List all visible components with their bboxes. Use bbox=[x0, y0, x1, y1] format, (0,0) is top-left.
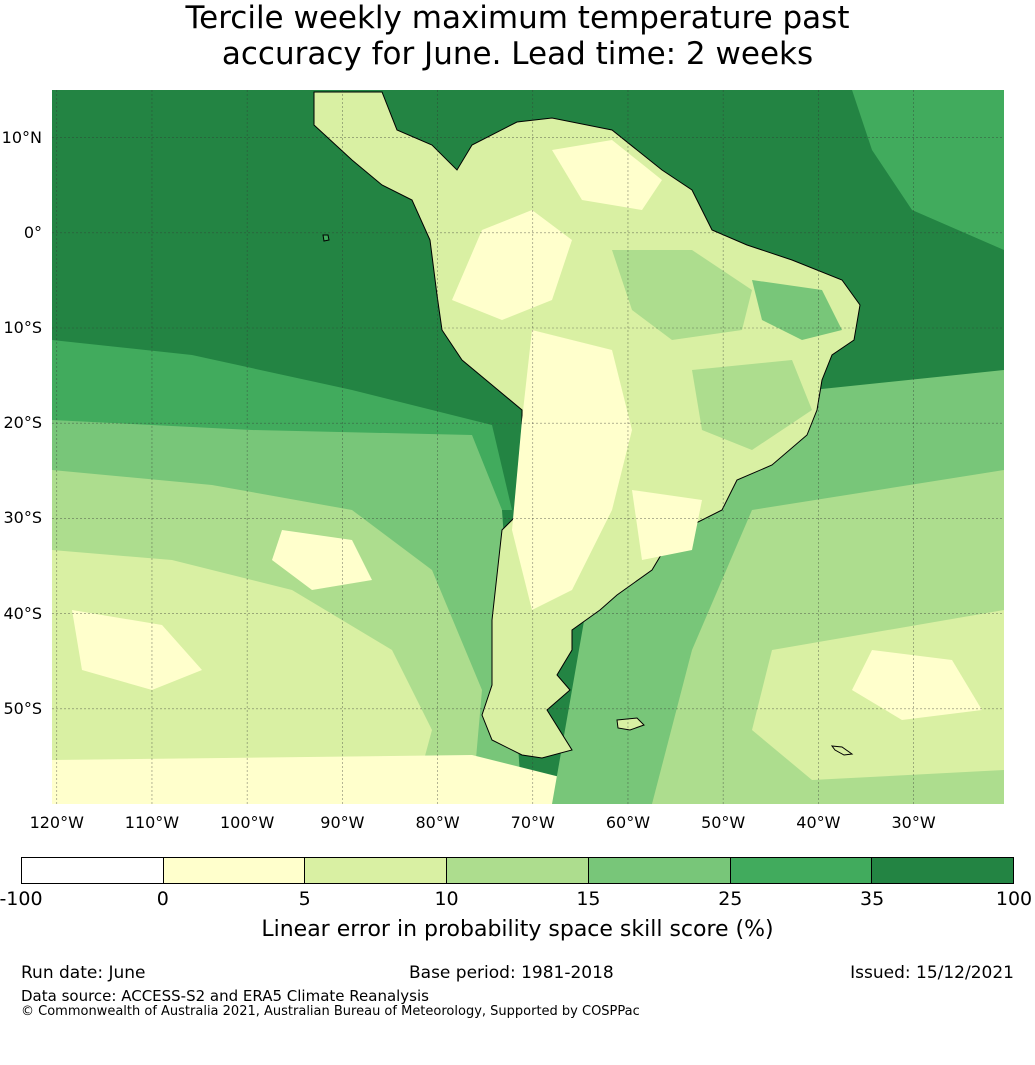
land-patch-patagonia bbox=[592, 670, 662, 750]
land-patch-brazil-a bbox=[612, 250, 752, 340]
colorbar-tick-label: 35 bbox=[860, 888, 885, 910]
skill-score-map bbox=[52, 90, 1004, 804]
ocean-patch-northeast bbox=[852, 90, 1004, 250]
colorbar-tick-label: 10 bbox=[434, 888, 459, 910]
title-line-2: accuracy for June. Lead time: 2 weeks bbox=[221, 36, 814, 72]
longitude-label: 40°W bbox=[796, 813, 841, 832]
colorbar-segment bbox=[730, 858, 873, 883]
copyright: © Commonwealth of Australia 2021, Austra… bbox=[21, 1004, 640, 1019]
latitude-label: 10°N bbox=[1, 127, 42, 147]
south-georgia-island bbox=[830, 745, 854, 756]
colorbar-tick-label: 0 bbox=[156, 888, 169, 910]
ocean-band-south bbox=[52, 755, 572, 804]
longitude-label: 80°W bbox=[415, 813, 460, 832]
colorbar-tick-label: 25 bbox=[718, 888, 743, 910]
colorbar-segment bbox=[872, 858, 1014, 883]
longitude-label: 30°W bbox=[891, 813, 936, 832]
ocean-band-10-west bbox=[52, 550, 432, 804]
latitude-label: 50°S bbox=[3, 698, 42, 718]
ocean-patch-5-east bbox=[852, 650, 982, 720]
colorbar-label: Linear error in probability space skill … bbox=[261, 917, 774, 942]
colorbar-segment bbox=[588, 858, 731, 883]
land-patch-northeast bbox=[752, 280, 842, 340]
colorbar-segment bbox=[447, 858, 589, 883]
latitude-label: 40°S bbox=[3, 603, 42, 623]
graticule bbox=[52, 90, 1004, 804]
colorbar-tick-label: 5 bbox=[298, 888, 311, 910]
land-patch-interior bbox=[512, 330, 632, 610]
data-source: Data source: ACCESS-S2 and ERA5 Climate … bbox=[21, 987, 429, 1005]
ocean-patch-5-a bbox=[72, 610, 202, 690]
ocean-patch-5-b bbox=[272, 530, 372, 590]
latitude-label: 10°S bbox=[3, 318, 42, 337]
longitude-label: 50°W bbox=[701, 813, 746, 832]
longitude-label: 100°W bbox=[219, 813, 275, 832]
run-date: Run date: June bbox=[21, 963, 146, 983]
colorbar-segment bbox=[163, 858, 306, 883]
colorbar bbox=[21, 857, 1014, 884]
map-canvas bbox=[52, 90, 1004, 804]
colorbar-segment bbox=[22, 858, 164, 883]
base-period: Base period: 1981-2018 bbox=[409, 963, 614, 983]
colorbar-tick-label: 100 bbox=[995, 888, 1033, 910]
land-patch-guiana bbox=[552, 140, 662, 210]
longitude-label: 110°W bbox=[124, 813, 180, 832]
longitude-label: 120°W bbox=[29, 813, 84, 832]
longitude-label: 60°W bbox=[605, 813, 651, 832]
longitude-label: 70°W bbox=[510, 813, 555, 832]
land-patch-brazil-b bbox=[692, 360, 812, 450]
map-title: Tercile weekly maximum temperature past … bbox=[0, 0, 1035, 72]
latitude-label: 30°S bbox=[3, 508, 42, 528]
colorbar-tick-label: -100 bbox=[0, 888, 43, 910]
colorbar-segment bbox=[305, 858, 448, 883]
longitude-label: 90°W bbox=[320, 813, 365, 832]
galapagos-islands bbox=[322, 234, 330, 242]
latitude-label: 0° bbox=[23, 222, 42, 242]
falkland-islands bbox=[616, 717, 645, 731]
land-patch-pampas bbox=[632, 490, 702, 560]
issued-date: Issued: 15/12/2021 bbox=[850, 963, 1014, 983]
colorbar-tick-label: 15 bbox=[576, 888, 601, 910]
title-line-1: Tercile weekly maximum temperature past bbox=[185, 0, 850, 36]
land-patch-amazon-north bbox=[452, 210, 572, 320]
latitude-label: 20°S bbox=[3, 413, 42, 433]
